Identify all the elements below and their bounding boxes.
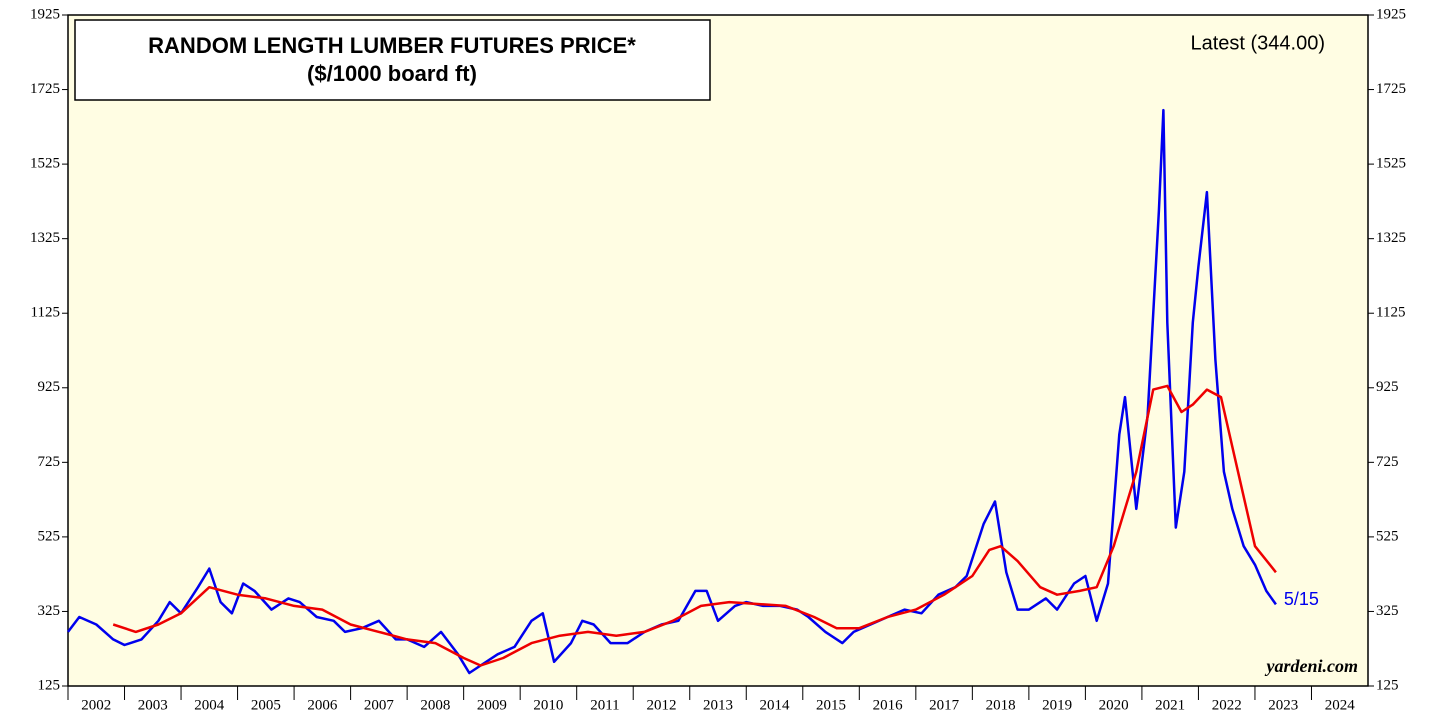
y-tick-label: 1925 — [30, 6, 60, 22]
y-tick-label: 125 — [38, 677, 61, 693]
x-tick-label: 2016 — [873, 697, 904, 713]
plot-area — [67, 14, 1369, 687]
y2-tick-label: 325 — [1376, 603, 1399, 619]
x-tick-label: 2024 — [1325, 697, 1356, 713]
latest-annotation: Latest (344.00) — [1190, 32, 1325, 54]
y2-tick-label: 1125 — [1376, 305, 1405, 321]
price-line — [112, 384, 1277, 667]
y2-tick-label: 925 — [1376, 379, 1399, 395]
x-tick-label: 2006 — [307, 697, 338, 713]
y-tick-label: 725 — [38, 454, 61, 470]
y-tick-label: 925 — [38, 379, 61, 395]
y-tick-label: 325 — [38, 603, 61, 619]
y2-tick-label: 1925 — [1376, 6, 1406, 22]
y2-tick-label: 125 — [1376, 677, 1399, 693]
y-tick-label: 1525 — [30, 156, 60, 172]
x-tick-label: 2015 — [816, 697, 846, 713]
x-tick-label: 2022 — [1212, 697, 1242, 713]
x-tick-label: 2009 — [477, 697, 507, 713]
y2-tick-label: 525 — [1376, 528, 1399, 544]
x-tick-label: 2005 — [251, 697, 281, 713]
y-tick-label: 525 — [38, 528, 61, 544]
x-tick-label: 2023 — [1268, 697, 1298, 713]
x-tick-label: 2012 — [646, 697, 676, 713]
x-tick-label: 2010 — [533, 697, 563, 713]
x-tick-label: 2020 — [1099, 697, 1129, 713]
y-tick-label: 1125 — [31, 305, 60, 321]
chart-subtitle: ($/1000 board ft) — [307, 61, 477, 86]
x-tick-label: 2002 — [81, 697, 111, 713]
x-tick-label: 2021 — [1155, 697, 1185, 713]
end-label: 5/15 — [1284, 589, 1319, 609]
chart-title: RANDOM LENGTH LUMBER FUTURES PRICE* — [148, 33, 636, 58]
source: yardeni.com — [1265, 656, 1359, 676]
y2-tick-label: 725 — [1376, 454, 1399, 470]
y2-tick-label: 1325 — [1376, 230, 1406, 246]
x-tick-label: 2003 — [138, 697, 168, 713]
x-tick-label: 2019 — [1042, 697, 1072, 713]
x-tick-label: 2017 — [929, 697, 960, 713]
x-tick-label: 2011 — [590, 697, 619, 713]
x-tick-label: 2014 — [760, 697, 791, 713]
x-tick-label: 2004 — [194, 697, 225, 713]
x-tick-label: 2008 — [420, 697, 450, 713]
y-tick-label: 1325 — [30, 230, 60, 246]
x-tick-label: 2013 — [703, 697, 733, 713]
y-tick-label: 1725 — [30, 81, 60, 97]
x-tick-label: 2018 — [986, 697, 1016, 713]
x-tick-label: 2007 — [364, 697, 395, 713]
y2-tick-label: 1525 — [1376, 156, 1406, 172]
y2-tick-label: 1725 — [1376, 81, 1406, 97]
title-box — [74, 19, 711, 101]
